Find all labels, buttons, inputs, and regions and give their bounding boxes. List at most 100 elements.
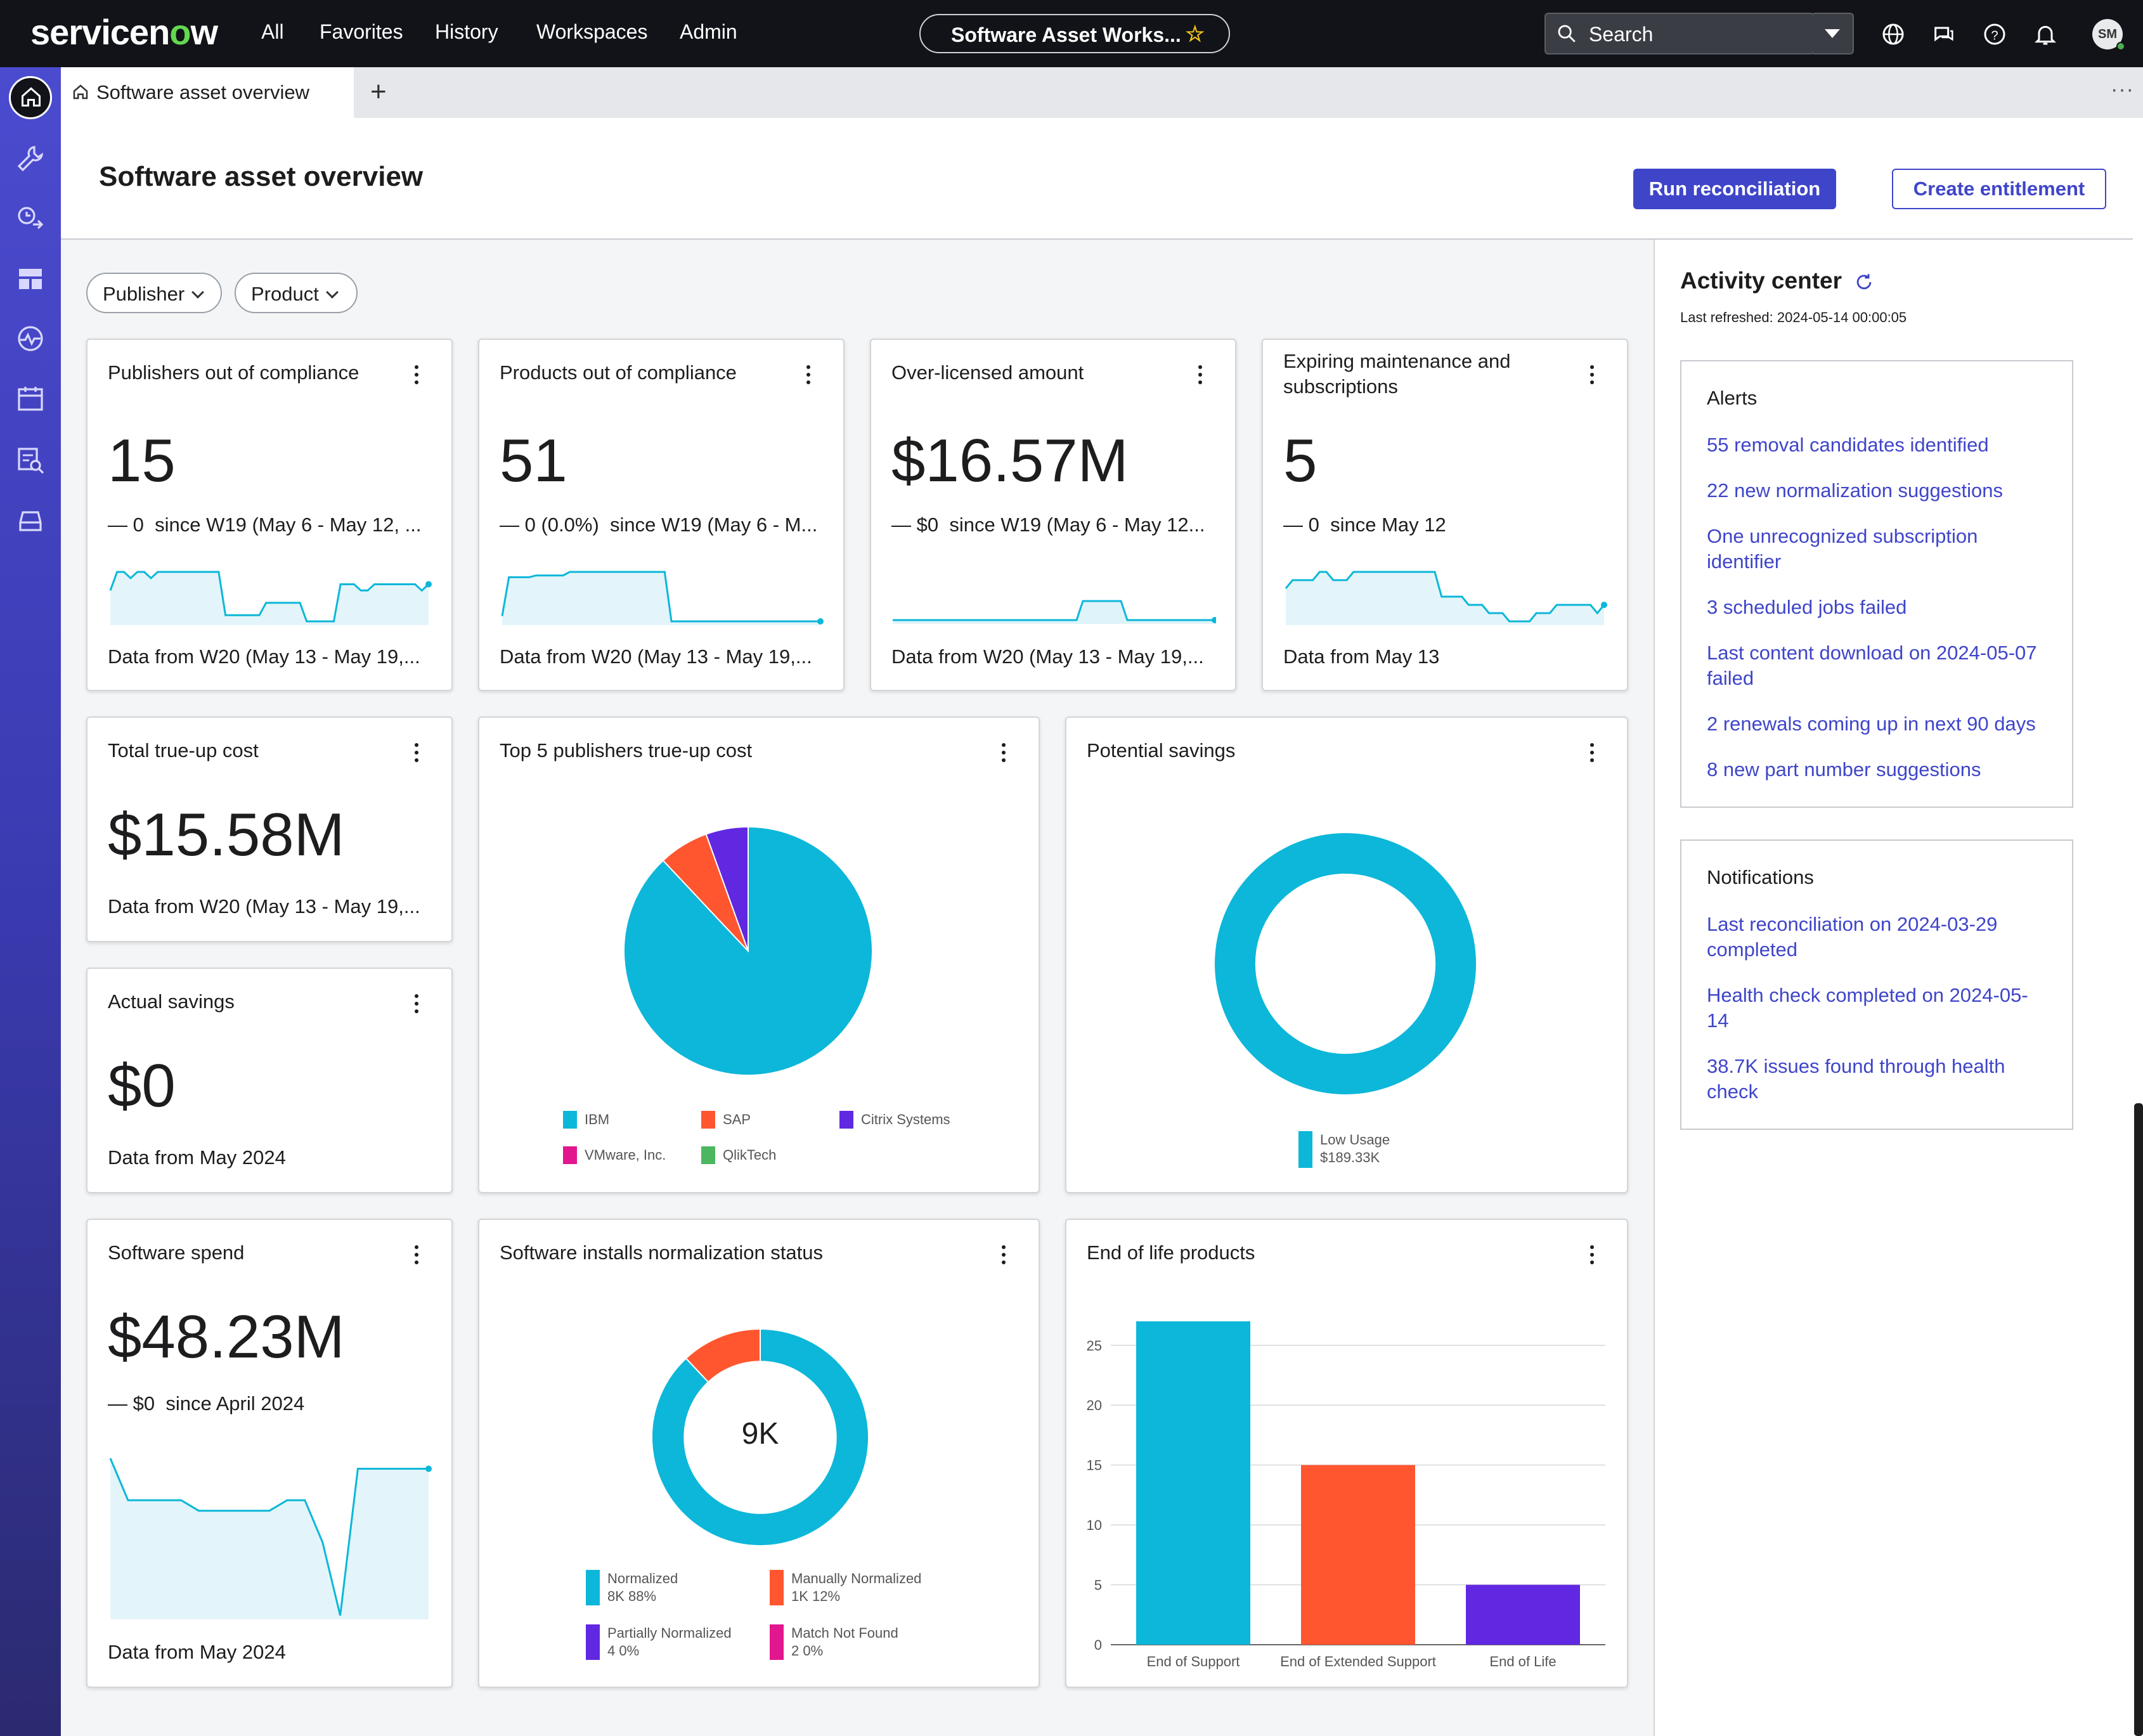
notification-link[interactable]: Last reconciliation on 2024-03-29 comple… [1707, 913, 1998, 961]
alert-link[interactable]: 8 new part number suggestions [1707, 758, 1981, 781]
sparkline-line [109, 571, 430, 623]
legend-match-not-found[interactable]: Match Not Found 2 0% [770, 1624, 898, 1660]
alert-link[interactable]: 2 renewals coming up in next 90 days [1707, 713, 2036, 735]
legend-label: SAP [723, 1111, 751, 1127]
card-title: Expiring maintenance and subscriptions [1283, 349, 1510, 399]
kpi-delta: — 0 since May 12 [1283, 514, 1446, 536]
legend-manually-normalized[interactable]: Manually Normalized 1K 12% [770, 1570, 921, 1605]
card-title: Over-licensed amount [891, 361, 1084, 384]
servicenow-logo[interactable]: servicenow [30, 12, 218, 52]
card-end-of-life-products: End of life products 0 5 10 15 20 25 End of Su… [1065, 1219, 1628, 1688]
alert-link[interactable]: One unrecognized subscription identifier [1707, 525, 1978, 573]
sparkline-expiring [1285, 571, 1607, 625]
sparkline-publishers [109, 571, 432, 625]
notifications-heading: Notifications [1707, 866, 1814, 888]
kpi-value: $16.57M [891, 427, 1129, 495]
sparkline-line [893, 600, 1216, 621]
more-options-icon[interactable] [415, 1245, 418, 1264]
more-options-icon[interactable] [1590, 743, 1594, 762]
card-software-spend: Software spend $48.23M — $0 since April … [86, 1219, 453, 1688]
more-options-icon[interactable] [1198, 365, 1202, 384]
nav-all[interactable]: All [261, 20, 284, 43]
nav-favorites[interactable]: Favorites [320, 20, 403, 43]
calendar-icon[interactable] [15, 383, 46, 413]
legend-normalized[interactable]: Normalized 8K 88% [586, 1570, 678, 1605]
card-title: Actual savings [108, 990, 235, 1013]
alert-link[interactable]: Last content download on 2024-05-07 fail… [1707, 642, 2037, 689]
sparkline-end-point [817, 618, 824, 625]
workspace-pill[interactable]: Software Asset Works... ☆ [919, 14, 1230, 53]
legend-partially-normalized[interactable]: Partially Normalized 4 0% [586, 1624, 732, 1660]
add-tab-button[interactable]: + [370, 76, 387, 107]
notification-link[interactable]: 38.7K issues found through health check [1707, 1055, 2005, 1103]
more-options-icon[interactable] [415, 743, 418, 762]
more-options-icon[interactable] [806, 365, 810, 384]
legend-swatch [701, 1146, 715, 1164]
data-range: Data from May 13 [1283, 645, 1440, 668]
chevron-down-icon [325, 286, 339, 299]
search-list-icon[interactable] [15, 445, 46, 476]
kpi-value: $0 [108, 1052, 176, 1120]
bell-icon[interactable] [2033, 22, 2058, 47]
wrench-icon[interactable] [15, 143, 46, 174]
legend-citrix[interactable]: Citrix Systems [839, 1111, 950, 1129]
search-scope-dropdown[interactable] [1813, 13, 1854, 55]
more-options-icon[interactable] [1590, 365, 1594, 384]
pulse-icon[interactable] [15, 323, 46, 354]
notifications-box: Notifications Last reconciliation on 202… [1680, 839, 2073, 1130]
star-icon[interactable]: ☆ [1185, 22, 1205, 46]
more-options-icon[interactable] [415, 994, 418, 1013]
run-reconciliation-button[interactable]: Run reconciliation [1633, 169, 1836, 209]
legend-vmware[interactable]: VMware, Inc. [563, 1146, 666, 1164]
sidebar-home[interactable] [9, 76, 52, 119]
sparkline-area [110, 572, 429, 625]
create-entitlement-button[interactable]: Create entitlement [1892, 169, 2106, 209]
global-search[interactable]: Search [1544, 13, 1815, 55]
more-options-icon[interactable] [1590, 1245, 1594, 1264]
legend-sap[interactable]: SAP [701, 1111, 751, 1129]
alert-link[interactable]: 55 removal candidates identified [1707, 434, 1989, 456]
dash-icon: — [891, 514, 917, 536]
card-expiring-maintenance: Expiring maintenance and subscriptions 5 … [1262, 339, 1628, 691]
publisher-filter[interactable]: Publisher [86, 273, 222, 313]
y-tick-label: 20 [1087, 1397, 1102, 1413]
sparkline-area [1286, 572, 1604, 625]
more-options-icon[interactable] [1002, 743, 1006, 762]
more-options-icon[interactable] [1002, 1245, 1006, 1264]
product-filter[interactable]: Product [235, 273, 358, 313]
kpi-value: $15.58M [108, 801, 345, 869]
legend-swatch [839, 1111, 853, 1129]
help-icon[interactable]: ? [1982, 22, 2007, 47]
legend-ibm[interactable]: IBM [563, 1111, 609, 1129]
legend-swatch [1298, 1131, 1312, 1168]
page-scrollbar[interactable] [2134, 1103, 2143, 1736]
layout-icon[interactable] [15, 264, 46, 294]
chat-icon[interactable] [1931, 22, 1957, 47]
avatar-initials: SM [2098, 27, 2117, 41]
timeline-icon[interactable] [15, 203, 46, 233]
globe-icon[interactable] [1881, 22, 1906, 47]
legend-qliktech[interactable]: QlikTech [701, 1146, 777, 1164]
nav-history[interactable]: History [435, 20, 498, 43]
donut-center-total: 9K [741, 1417, 779, 1451]
legend-low-usage[interactable]: Low Usage $189.33K [1298, 1131, 1390, 1168]
legend-swatch [586, 1624, 600, 1660]
card-title: Total true-up cost [108, 739, 259, 761]
more-tabs-button[interactable]: ··· [2111, 77, 2134, 101]
legend-label: QlikTech [723, 1147, 777, 1163]
kpi-value: 15 [108, 427, 176, 495]
nav-workspaces[interactable]: Workspaces [536, 20, 648, 43]
tab-software-asset-overview[interactable]: Software asset overview [61, 67, 354, 118]
alert-link[interactable]: 3 scheduled jobs failed [1707, 596, 1907, 618]
more-options-icon[interactable] [415, 365, 418, 384]
alert-link[interactable]: 22 new normalization suggestions [1707, 479, 2003, 502]
legend-swatch [586, 1570, 600, 1605]
notification-link[interactable]: Health check completed on 2024-05-14 [1707, 984, 2028, 1032]
user-avatar[interactable]: SM [2092, 19, 2125, 51]
pie-slice-citrix-systems [705, 826, 749, 952]
drive-icon[interactable] [15, 506, 46, 536]
legend-detail: 1K 12% [791, 1588, 841, 1604]
refresh-icon[interactable] [1853, 271, 1875, 293]
nav-admin[interactable]: Admin [680, 20, 737, 43]
sparkline-software-spend [109, 1458, 432, 1619]
